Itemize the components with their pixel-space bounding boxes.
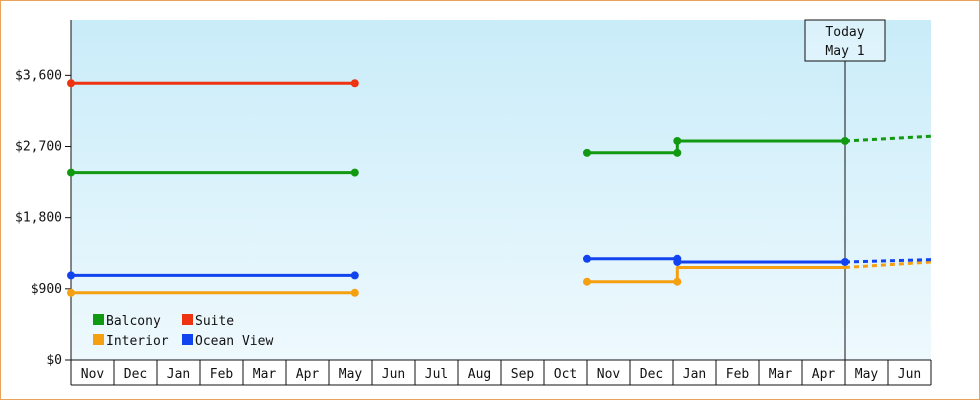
legend-label: Interior [106, 334, 169, 349]
x-tick-label: Mar [253, 367, 277, 382]
y-tick-label: $1,800 [15, 211, 62, 226]
x-tick-label: Jul [425, 367, 448, 382]
series-lines [67, 79, 932, 297]
x-tick-label: Nov [597, 367, 621, 382]
x-tick-label: Nov [81, 367, 105, 382]
series-ocean-view [67, 254, 932, 280]
legend-item: Interior [93, 334, 169, 349]
y-axis: $0 $900 $1,800 $2,700 $3,600 [15, 20, 72, 368]
series-interior [67, 260, 932, 297]
today-label-line2: May 1 [825, 44, 864, 59]
data-point [350, 168, 359, 177]
data-point [841, 257, 849, 266]
x-tick-label: Jan [167, 367, 190, 382]
today-box [804, 19, 886, 62]
today-label-line1: Today [825, 25, 864, 40]
legend-swatch [182, 334, 193, 345]
legend-label: Suite [195, 314, 234, 329]
x-axis: Nov Dec Jan Feb Mar Apr May Jun Jul Aug Sep Oct Nov D… [70, 359, 932, 386]
y-tick-label: $2,700 [15, 140, 62, 155]
legend-item: Ocean View [182, 334, 273, 349]
x-tick-label: Feb [210, 367, 234, 382]
plot-area [71, 20, 931, 360]
x-tick-label: Apr [812, 367, 836, 382]
data-point [350, 79, 359, 88]
legend-label: Ocean View [195, 334, 273, 349]
data-point [67, 271, 75, 280]
x-tick-label: Dec [124, 367, 147, 382]
data-point [67, 79, 75, 88]
data-point [350, 288, 359, 297]
today-marker: Today May 1 [804, 19, 886, 360]
x-tick-label: Feb [726, 367, 750, 382]
x-tick-label: Sep [511, 367, 535, 382]
data-point [67, 168, 75, 177]
data-point [583, 277, 591, 286]
data-point [841, 136, 849, 145]
legend-swatch [93, 314, 104, 325]
y-tick-label: $0 [46, 353, 62, 368]
data-point [673, 257, 682, 266]
x-tick-label: Oct [554, 367, 577, 382]
series-line [587, 266, 845, 284]
legend: Balcony Suite Interior Ocean View [93, 314, 273, 349]
data-point [583, 148, 591, 157]
x-tick-label: Dec [640, 367, 663, 382]
x-tick-label: May [855, 367, 879, 382]
series-suite [67, 79, 359, 88]
legend-item: Suite [182, 314, 234, 329]
x-tick-label: Apr [296, 367, 320, 382]
x-tick-label: Aug [468, 367, 491, 382]
y-tick-label: $3,600 [15, 68, 62, 83]
x-tick-label: Jun [382, 367, 405, 382]
x-tick-label: Mar [769, 367, 793, 382]
legend-label: Balcony [106, 314, 161, 329]
legend-swatch [182, 314, 193, 325]
legend-item: Balcony [93, 314, 161, 329]
data-point [673, 277, 682, 286]
y-tick-label: $900 [31, 282, 62, 297]
data-point [673, 148, 682, 157]
x-tick-label: Jan [683, 367, 706, 382]
data-point [583, 254, 591, 263]
series-balcony [67, 134, 932, 177]
data-point [350, 271, 359, 280]
series-line [587, 139, 845, 155]
x-tick-label: May [339, 367, 363, 382]
data-point [67, 288, 75, 297]
legend-swatch [93, 334, 104, 345]
x-tick-label: Jun [898, 367, 921, 382]
data-point [673, 136, 682, 145]
